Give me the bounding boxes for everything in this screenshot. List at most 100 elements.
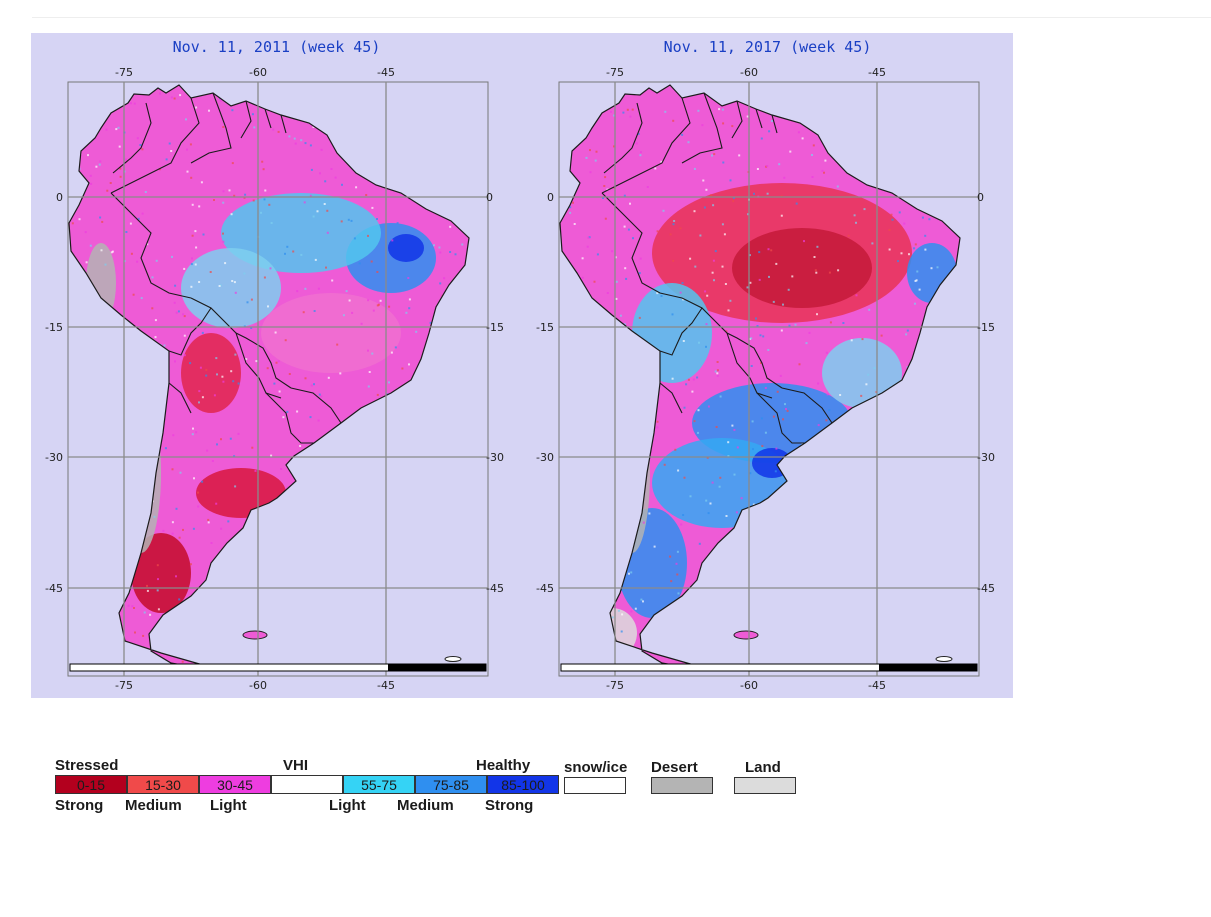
country-border bbox=[756, 392, 805, 444]
vhi-speckle bbox=[211, 460, 214, 462]
vhi-speckle bbox=[795, 202, 798, 205]
vhi-speckle bbox=[347, 218, 350, 221]
vhi-speckle bbox=[729, 179, 732, 182]
vhi-speckle bbox=[613, 114, 616, 117]
vhi-speckle bbox=[401, 367, 404, 370]
vhi-speckle bbox=[195, 106, 198, 109]
vhi-speckle bbox=[377, 303, 380, 306]
vhi-speckle bbox=[227, 520, 230, 523]
vhi-speckle bbox=[303, 201, 306, 204]
vhi-speckle bbox=[244, 193, 247, 196]
vhi-speckle bbox=[186, 170, 189, 173]
vhi-speckle bbox=[709, 502, 712, 505]
vhi-speckle bbox=[679, 291, 682, 294]
vhi-speckle bbox=[801, 137, 804, 140]
vhi-speckle bbox=[208, 109, 210, 112]
vhi-speckle bbox=[850, 339, 853, 342]
vhi-speckle bbox=[201, 480, 204, 483]
vhi-speckle bbox=[133, 102, 136, 105]
vhi-speckle bbox=[768, 275, 770, 278]
vhi-speckle bbox=[625, 277, 628, 280]
scale-strip-dark bbox=[388, 664, 486, 671]
vhi-speckle bbox=[847, 234, 850, 237]
vhi-speckle bbox=[171, 521, 174, 524]
vhi-speckle bbox=[367, 299, 370, 302]
vhi-speckle bbox=[277, 130, 280, 133]
vhi-speckle bbox=[814, 269, 817, 272]
vhi-speckle bbox=[703, 206, 706, 209]
vhi-speckle bbox=[704, 290, 707, 293]
legend-snow-ice-label: snow/ice bbox=[564, 759, 628, 776]
vhi-speckle bbox=[706, 294, 709, 297]
vhi-speckle bbox=[638, 272, 641, 275]
vhi-speckle bbox=[368, 371, 371, 373]
vhi-speckle bbox=[130, 102, 132, 105]
vhi-speckle bbox=[750, 365, 753, 367]
vhi-speckle bbox=[218, 285, 221, 287]
vhi-speckle bbox=[873, 367, 876, 370]
vhi-speckle bbox=[233, 455, 236, 458]
vhi-speckle bbox=[624, 267, 627, 270]
lon-tick-top: -45 bbox=[377, 66, 395, 79]
vhi-legend: Stressed VHI Healthy 0-15 15-30 30-45 55… bbox=[55, 757, 815, 827]
vhi-speckle bbox=[168, 142, 171, 145]
vhi-region bbox=[388, 234, 424, 262]
vhi-speckle bbox=[653, 545, 656, 548]
vhi-speckle bbox=[215, 502, 218, 505]
vhi-speckle bbox=[222, 201, 225, 204]
legend-strong-healthy-label: Strong bbox=[485, 797, 534, 814]
vhi-speckle bbox=[209, 271, 212, 273]
vhi-speckle bbox=[826, 393, 829, 396]
country-border bbox=[659, 307, 703, 356]
vhi-speckle bbox=[865, 383, 868, 386]
vhi-speckle bbox=[780, 214, 783, 217]
vhi-speckle bbox=[376, 304, 379, 307]
vhi-speckle bbox=[99, 160, 102, 163]
vhi-speckle bbox=[89, 174, 92, 177]
vhi-speckle bbox=[222, 232, 224, 235]
vhi-speckle bbox=[313, 310, 316, 312]
vhi-speckle bbox=[906, 329, 909, 332]
vhi-speckle bbox=[313, 383, 315, 386]
vhi-speckle bbox=[761, 445, 764, 448]
lon-tick-bottom: -75 bbox=[606, 679, 624, 692]
vhi-speckle bbox=[170, 96, 173, 99]
vhi-speckle bbox=[177, 310, 180, 313]
vhi-speckle bbox=[930, 267, 933, 270]
vhi-speckle bbox=[604, 217, 607, 220]
vhi-speckle bbox=[231, 162, 234, 165]
vhi-speckle bbox=[119, 167, 122, 170]
vhi-speckle bbox=[216, 443, 218, 446]
vhi-speckle bbox=[784, 403, 786, 406]
vhi-speckle bbox=[139, 144, 142, 146]
vhi-speckle bbox=[816, 313, 818, 316]
vhi-speckle bbox=[635, 142, 638, 145]
vhi-speckle bbox=[630, 610, 633, 613]
vhi-speckle bbox=[710, 194, 713, 197]
legend-land-swatch bbox=[734, 777, 796, 794]
vhi-speckle bbox=[348, 299, 351, 302]
country-border bbox=[726, 332, 773, 399]
country-border bbox=[755, 108, 763, 129]
vhi-speckle bbox=[724, 283, 727, 285]
vhi-speckle bbox=[719, 395, 722, 398]
vhi-speckle bbox=[371, 206, 374, 209]
vhi-speckle bbox=[222, 126, 225, 128]
vhi-speckle bbox=[282, 416, 285, 419]
vhi-speckle bbox=[216, 373, 218, 376]
lon-tick-bottom: -45 bbox=[377, 679, 395, 692]
vhi-speckle bbox=[614, 256, 617, 259]
vhi-speckle bbox=[752, 448, 754, 451]
vhi-speckle bbox=[251, 113, 254, 116]
vhi-speckle bbox=[868, 308, 871, 311]
vhi-speckle bbox=[632, 237, 634, 240]
vhi-speckle bbox=[272, 128, 275, 131]
vhi-speckle bbox=[596, 253, 599, 256]
legend-swatch-30-45: 30-45 bbox=[199, 775, 271, 794]
vhi-speckle bbox=[617, 609, 620, 612]
vhi-speckle bbox=[127, 604, 130, 607]
vhi-speckle bbox=[109, 182, 112, 184]
vhi-speckle bbox=[365, 194, 368, 196]
vhi-speckle bbox=[190, 285, 193, 288]
vhi-speckle bbox=[817, 382, 820, 385]
